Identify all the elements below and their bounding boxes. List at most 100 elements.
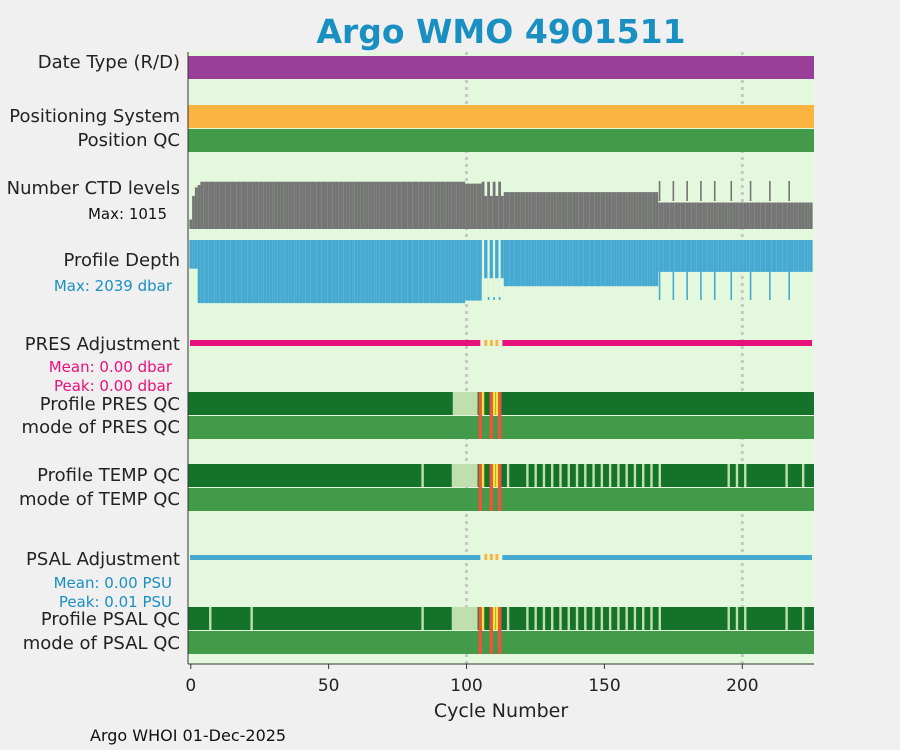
profile-depth-bar xyxy=(793,240,797,272)
ctd-levels-bar xyxy=(680,202,684,229)
profile-depth-bar xyxy=(192,240,195,269)
profile-depth-bar xyxy=(296,240,300,304)
ctd-levels-bar xyxy=(434,181,438,229)
qc-probable-cycle xyxy=(492,392,496,415)
ctd-levels-bar xyxy=(536,192,540,229)
ctd-levels-bar xyxy=(746,202,750,229)
profile-depth-bar xyxy=(611,240,615,287)
ctd-levels-spike xyxy=(658,181,661,201)
profile-depth-bar xyxy=(776,240,780,272)
profile-depth-spike xyxy=(788,240,790,300)
profile-depth-bar xyxy=(503,240,507,287)
ctd-levels-bar xyxy=(233,181,237,229)
profile-depth-bar xyxy=(343,240,347,304)
ctd-levels-bar xyxy=(230,181,234,229)
profile-depth-bar xyxy=(330,240,333,304)
ctd-levels-bar xyxy=(580,192,584,229)
profile-depth-bar xyxy=(710,240,714,272)
ctd-levels-bar xyxy=(796,202,799,229)
ctd-levels-bar xyxy=(280,181,284,229)
qc-bad-cycle xyxy=(497,392,502,439)
ctd-levels-bar xyxy=(501,195,504,229)
profile-depth-bar xyxy=(660,240,664,272)
profile-depth-spike xyxy=(730,240,733,300)
profile-depth-bar xyxy=(517,240,521,287)
ctd-levels-bar xyxy=(776,202,780,229)
ctd-levels-bar xyxy=(534,192,537,229)
row-label-profile-depth: Profile Depth xyxy=(63,250,180,271)
profile-depth-bar xyxy=(302,240,306,304)
profile-depth-bar xyxy=(782,240,786,272)
profile-depth-bar xyxy=(666,240,670,272)
ctd-levels-bar xyxy=(407,181,410,229)
qc-gap xyxy=(658,607,661,630)
qc-probable-cycle xyxy=(495,392,499,415)
ctd-levels-bar xyxy=(754,202,758,229)
qc-gap xyxy=(551,607,554,630)
profile-depth-bar xyxy=(291,240,295,304)
ctd-levels-bar xyxy=(236,181,240,229)
qc-gap xyxy=(735,464,739,487)
profile-depth-bar xyxy=(608,240,612,287)
profile-depth-bar xyxy=(649,240,653,287)
profile-depth-bar xyxy=(440,240,444,304)
ctd-levels-bar xyxy=(765,202,769,229)
ctd-levels-bar xyxy=(608,192,612,229)
profile-depth-spike xyxy=(713,240,716,300)
qc-gap xyxy=(534,607,537,630)
profile-depth-bar xyxy=(779,240,783,272)
row-label-mode-psal-qc: mode of PSAL QC xyxy=(22,633,180,654)
profile-depth-bar xyxy=(694,240,697,272)
profile-depth-bar xyxy=(558,240,562,287)
psal-peak-label: Peak: 0.01 PSU xyxy=(58,593,172,611)
ctd-levels-bar xyxy=(743,202,747,229)
ctd-levels-bar xyxy=(575,192,579,229)
profile-depth-bar xyxy=(200,240,204,304)
profile-depth-bar xyxy=(561,240,565,287)
profile-depth-bar xyxy=(385,240,388,304)
ctd-levels-bar xyxy=(299,181,303,229)
profile-depth-bar xyxy=(241,240,245,304)
ctd-levels-bar xyxy=(470,183,474,229)
profile-depth-bar xyxy=(409,240,413,304)
qc-gap xyxy=(785,464,788,487)
qc-probable-cycle xyxy=(495,464,499,487)
profile-depth-bar xyxy=(622,240,626,287)
qc-bad-cycle xyxy=(478,392,483,439)
profile-depth-bar xyxy=(390,240,394,304)
ctd-levels-spike xyxy=(788,181,790,201)
ctd-levels-bar xyxy=(421,181,424,229)
ctd-levels-bar xyxy=(492,181,496,229)
ctd-levels-bar xyxy=(785,202,788,229)
profile-depth-bar xyxy=(233,240,237,304)
profile-depth-bar xyxy=(630,240,634,287)
profile-depth-bar xyxy=(796,240,799,272)
qc-gap xyxy=(421,607,424,630)
ctd-levels-bar xyxy=(547,192,551,229)
ctd-levels-bar xyxy=(589,192,593,229)
ctd-levels-bar xyxy=(586,192,590,229)
profile-depth-bar xyxy=(236,240,240,304)
ctd-levels-bar xyxy=(660,202,664,229)
ctd-levels-bar xyxy=(724,202,728,229)
ctd-levels-bar xyxy=(313,181,317,229)
ctd-levels-bar xyxy=(327,181,331,229)
ctd-levels-bar xyxy=(553,192,557,229)
ctd-levels-bar xyxy=(636,192,639,229)
profile-depth-bar xyxy=(644,240,648,287)
profile-depth-bar xyxy=(580,240,584,287)
ctd-levels-bar xyxy=(318,181,322,229)
qc-gap xyxy=(559,464,562,487)
profile-depth-bar xyxy=(412,240,416,304)
qc-probable-cycle xyxy=(495,607,499,630)
profile-depth-bar xyxy=(567,240,570,287)
profile-depth-bar xyxy=(341,240,344,304)
ctd-levels-bar xyxy=(713,202,717,229)
ctd-levels-bar xyxy=(787,202,791,229)
profile-depth-bar xyxy=(707,240,711,272)
ctd-levels-bar xyxy=(263,181,267,229)
qc-gap xyxy=(735,607,739,630)
ctd-levels-bar xyxy=(258,181,262,229)
profile-depth-bar xyxy=(476,240,479,301)
profile-depth-bar xyxy=(349,240,353,304)
